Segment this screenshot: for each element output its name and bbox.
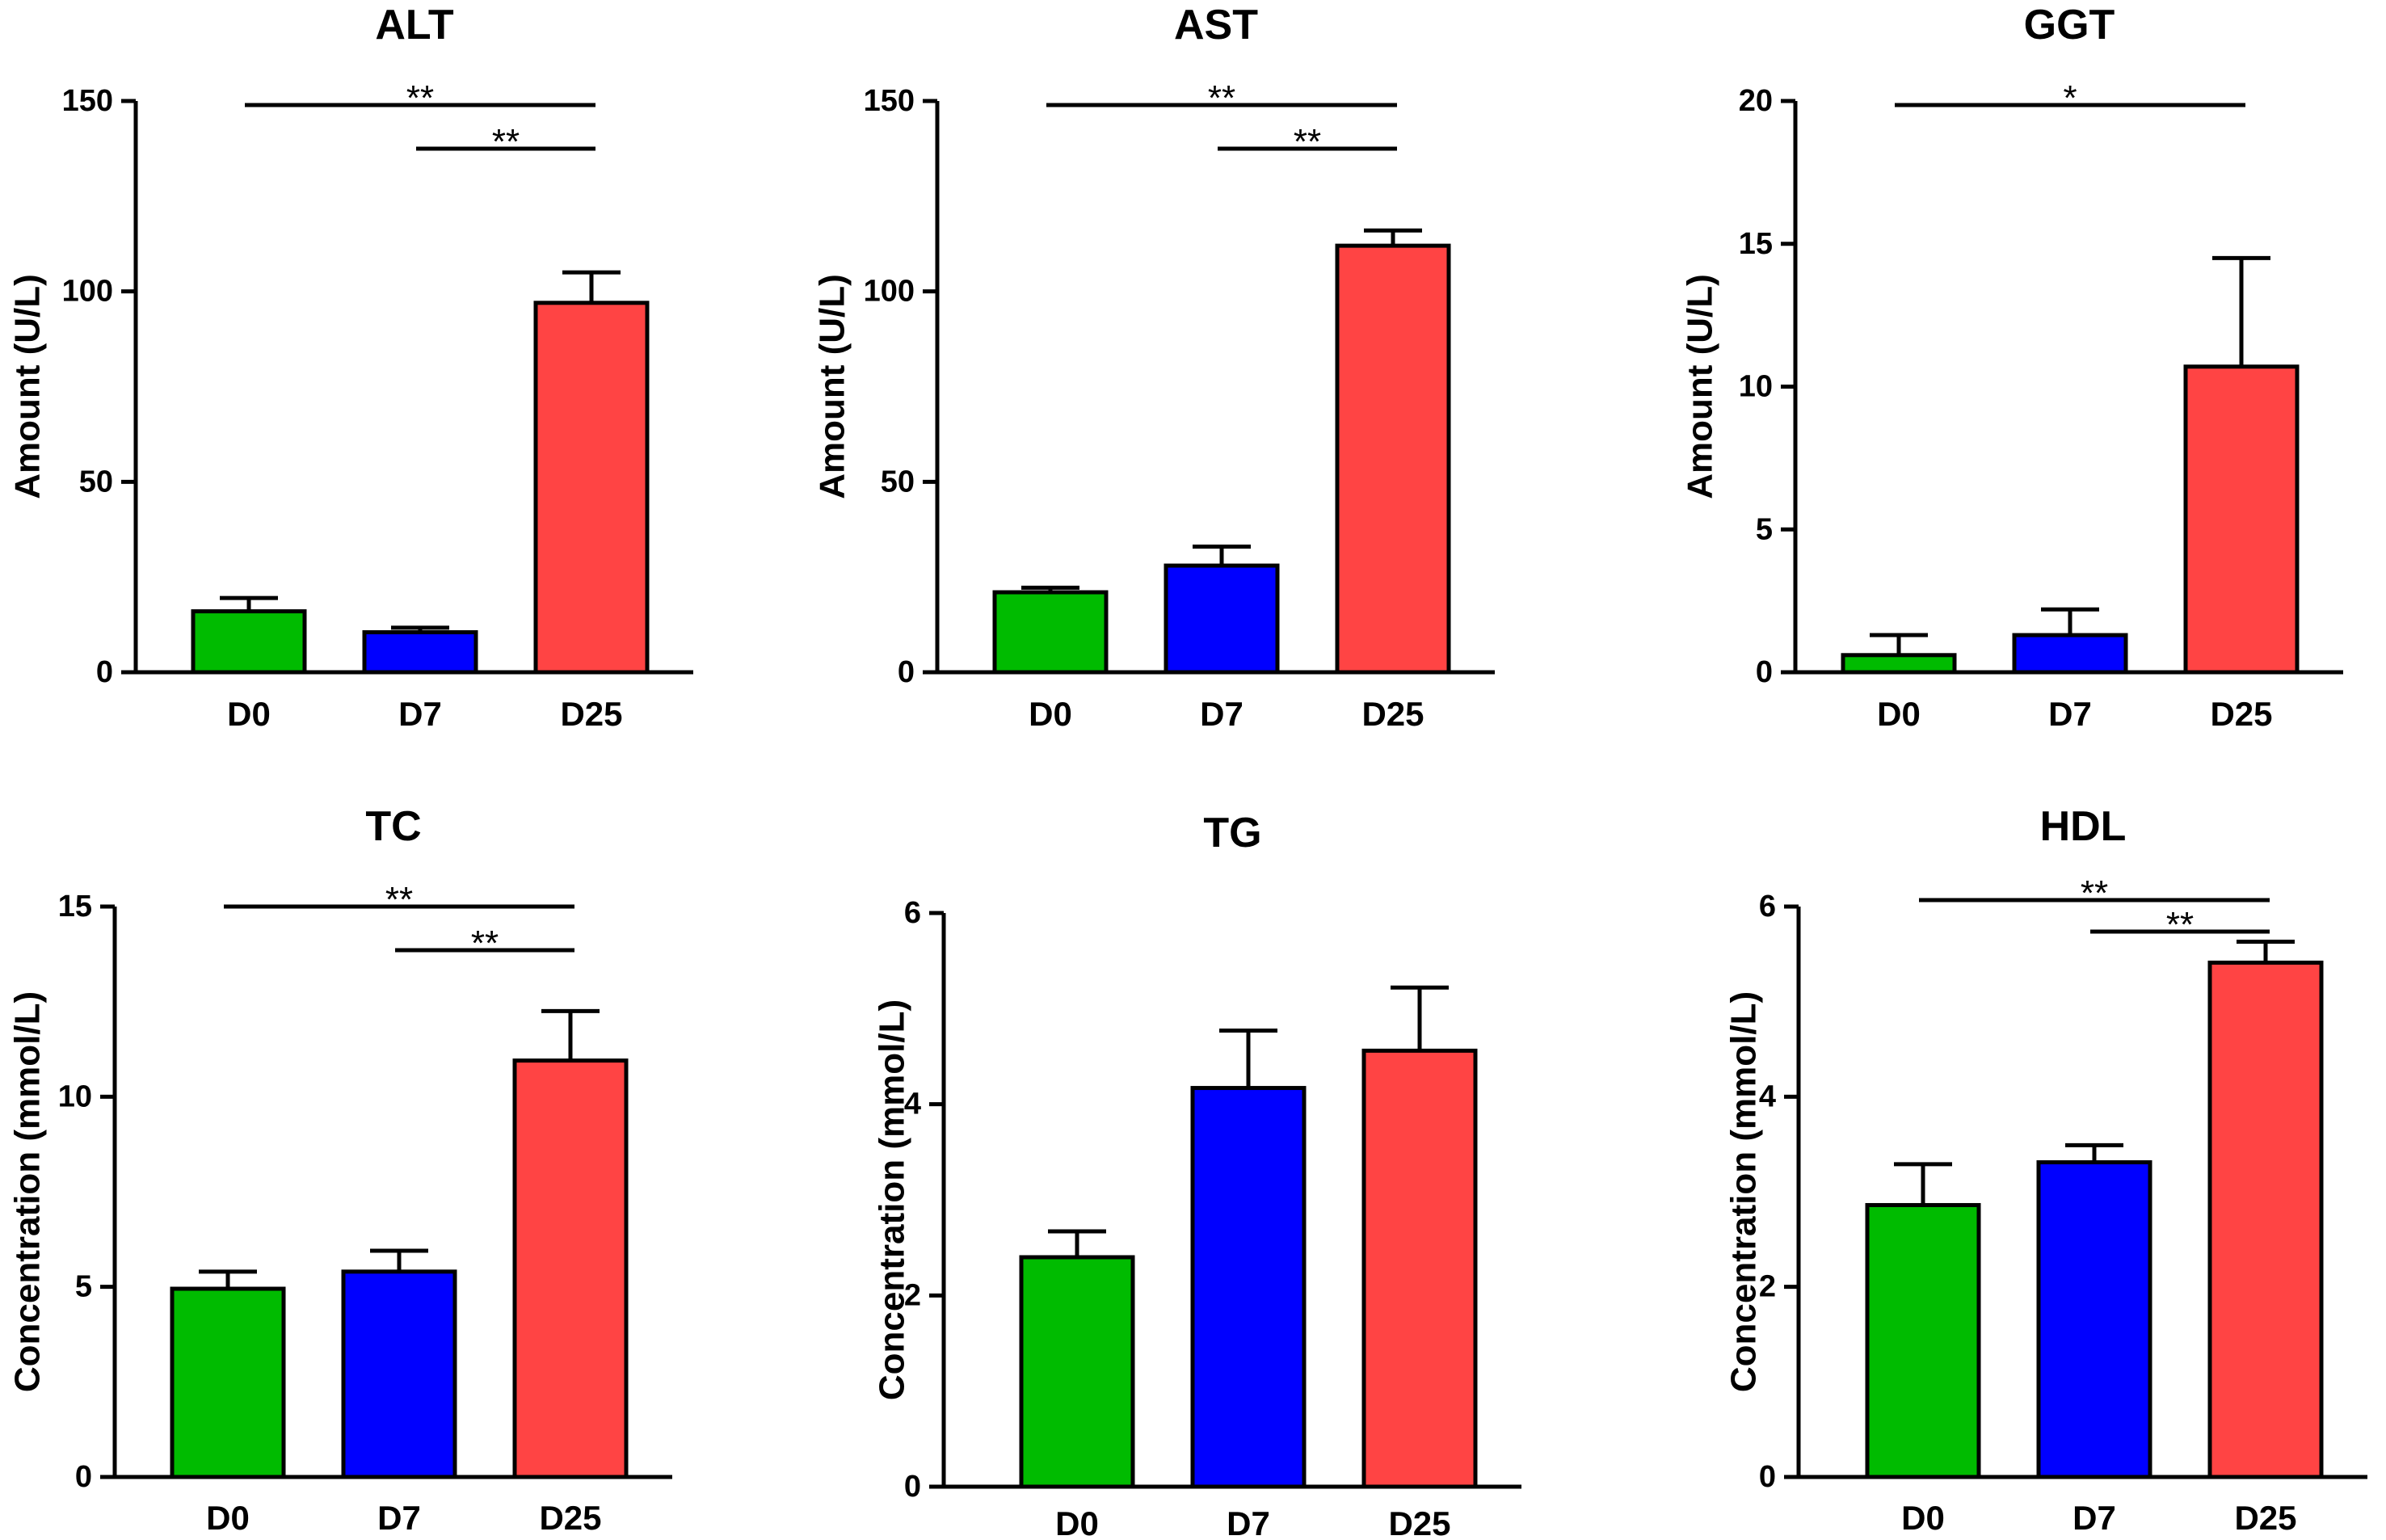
category-label: D0 bbox=[227, 695, 271, 733]
category-label: D0 bbox=[206, 1499, 250, 1537]
bar-d7 bbox=[2012, 633, 2128, 675]
chart-title: GGT bbox=[2024, 2, 2115, 48]
bar-d7 bbox=[2036, 1160, 2152, 1479]
bar-d25 bbox=[2207, 960, 2324, 1479]
category-label: D25 bbox=[1388, 1504, 1450, 1540]
bar-d0 bbox=[1019, 1255, 1135, 1489]
y-axis-label: Concentration (mmol/L) bbox=[8, 991, 48, 1392]
category-label: D25 bbox=[2234, 1499, 2296, 1537]
category-label: D25 bbox=[539, 1499, 601, 1537]
bar-d0 bbox=[191, 609, 307, 675]
significance-label: ** bbox=[2166, 905, 2194, 945]
y-tick-label: 100 bbox=[864, 275, 915, 309]
y-tick-label: 2 bbox=[1759, 1270, 1776, 1304]
y-axis-label: Concentration (mmol/L) bbox=[873, 999, 912, 1400]
category-label: D0 bbox=[1877, 695, 1921, 733]
chart-title: TG bbox=[1203, 810, 1261, 856]
category-label: D7 bbox=[398, 695, 442, 733]
bar-d7 bbox=[1164, 563, 1280, 675]
y-tick-label: 6 bbox=[1759, 890, 1776, 924]
y-tick-label: 4 bbox=[1759, 1079, 1776, 1113]
chart-panel-alt: ALT Amount (U/L) 0 50 100 150 D0 D7 D25 ** ** bbox=[8, 2, 693, 733]
significance-label: ** bbox=[406, 78, 434, 118]
category-label: D7 bbox=[377, 1499, 421, 1537]
significance-label: ** bbox=[2081, 873, 2108, 913]
y-tick-label: 5 bbox=[1756, 512, 1773, 546]
y-tick-label: 0 bbox=[96, 655, 113, 689]
chart-panel-hdl: HDL Concentration (mmol/L) 0 2 4 6 D0 D7 D25 ** ** bbox=[1724, 803, 2367, 1537]
bar-d0 bbox=[1865, 1202, 1981, 1479]
chart-title: AST bbox=[1174, 2, 1258, 48]
category-label: D0 bbox=[1029, 695, 1072, 733]
category-label: D0 bbox=[1055, 1504, 1099, 1540]
y-tick-label: 0 bbox=[898, 655, 915, 689]
y-tick-label: 6 bbox=[904, 896, 921, 930]
y-axis-label: Amount (U/L) bbox=[813, 274, 852, 499]
bar-d25 bbox=[1335, 243, 1451, 675]
bar-d7 bbox=[341, 1269, 457, 1479]
bar-d25 bbox=[1361, 1048, 1478, 1489]
bar-d7 bbox=[1190, 1086, 1307, 1489]
significance-label: ** bbox=[471, 924, 499, 963]
category-label: D7 bbox=[2048, 695, 2092, 733]
bar-d25 bbox=[512, 1058, 629, 1479]
significance-label: ** bbox=[492, 122, 520, 162]
y-tick-label: 10 bbox=[1739, 370, 1773, 404]
category-label: D7 bbox=[1200, 695, 1243, 733]
chart-panel-ast: AST Amount (U/L) 0 50 100 150 D0 D7 D25 ** ** bbox=[813, 2, 1495, 733]
chart-title: ALT bbox=[375, 2, 453, 48]
category-label: D25 bbox=[560, 695, 622, 733]
bar-d0 bbox=[1841, 653, 1957, 675]
significance-label: ** bbox=[385, 880, 413, 919]
y-tick-label: 0 bbox=[75, 1460, 92, 1494]
bar-d7 bbox=[362, 630, 478, 675]
y-tick-label: 150 bbox=[62, 84, 113, 118]
y-tick-label: 0 bbox=[1756, 655, 1773, 689]
category-label: D25 bbox=[2210, 695, 2272, 733]
y-tick-label: 0 bbox=[904, 1470, 921, 1504]
y-tick-label: 0 bbox=[1759, 1460, 1776, 1494]
bar-d25 bbox=[533, 301, 650, 675]
significance-label: * bbox=[2063, 78, 2077, 118]
chart-panel-tg: TG Concentration (mmol/L) 0 2 4 6 D0 D7 D25 bbox=[873, 810, 1521, 1540]
y-axis-label: Amount (U/L) bbox=[8, 274, 48, 499]
category-label: D7 bbox=[1227, 1504, 1270, 1540]
significance-label: ** bbox=[1208, 78, 1235, 118]
bar-d0 bbox=[170, 1286, 286, 1479]
y-tick-label: 50 bbox=[881, 465, 915, 499]
y-tick-label: 15 bbox=[58, 890, 92, 924]
chart-panel-ggt: GGT Amount (U/L) 0 5 10 15 20 D0 D7 D25 * bbox=[1681, 2, 2343, 733]
chart-title: TC bbox=[365, 803, 421, 850]
category-label: D0 bbox=[1901, 1499, 1945, 1537]
bar-d25 bbox=[2183, 364, 2300, 675]
y-tick-label: 150 bbox=[864, 84, 915, 118]
bar-d0 bbox=[992, 590, 1109, 675]
y-axis-label: Concentration (mmol/L) bbox=[1724, 991, 1764, 1392]
category-label: D7 bbox=[2072, 1499, 2116, 1537]
chart-title: HDL bbox=[2040, 803, 2127, 850]
y-tick-label: 2 bbox=[904, 1278, 921, 1312]
y-tick-label: 4 bbox=[904, 1088, 921, 1121]
category-label: D25 bbox=[1361, 695, 1424, 733]
y-tick-label: 15 bbox=[1739, 227, 1773, 261]
y-tick-label: 10 bbox=[58, 1079, 92, 1113]
y-tick-label: 50 bbox=[79, 465, 113, 499]
chart-panel-tc: TC Concentration (mmol/L) 0 5 10 15 D0 D7 D25 ** *… bbox=[8, 803, 672, 1537]
y-tick-label: 100 bbox=[62, 275, 113, 309]
y-axis-label: Amount (U/L) bbox=[1681, 274, 1720, 499]
y-tick-label: 20 bbox=[1739, 84, 1773, 118]
significance-label: ** bbox=[1294, 122, 1321, 162]
y-tick-label: 5 bbox=[75, 1270, 92, 1304]
